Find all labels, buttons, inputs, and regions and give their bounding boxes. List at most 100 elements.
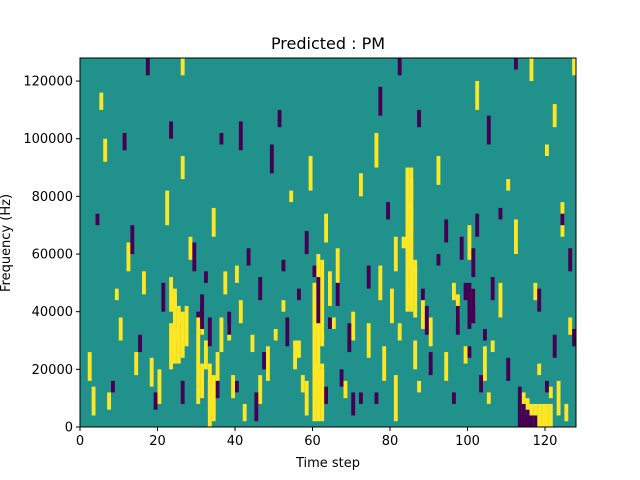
heatmap-band-high — [316, 363, 321, 422]
heatmap-cell-low — [95, 213, 100, 226]
heatmap-band-high — [548, 403, 553, 427]
heatmap-cell-low — [444, 219, 449, 243]
heatmap-cell-high — [436, 156, 441, 185]
heatmap-cell-high — [548, 386, 553, 399]
heatmap-cell-high — [335, 248, 340, 283]
heatmap-cell-low — [498, 207, 503, 220]
heatmap-cell-high — [452, 282, 456, 301]
heatmap-cell-low — [328, 317, 332, 329]
heatmap-cell-low — [335, 282, 340, 306]
x-tick-label: 80 — [382, 434, 399, 449]
heatmap-cell-high — [483, 346, 487, 381]
heatmap-cell-high — [169, 277, 174, 312]
heatmap-cell-low — [517, 386, 522, 416]
heatmap-cell-low — [339, 369, 344, 387]
heatmap-cell-high — [444, 352, 449, 381]
heatmap-cell-low — [560, 213, 565, 226]
heatmap-cell-high — [273, 328, 278, 341]
heatmap-cell-high — [537, 363, 542, 376]
heatmap-cell-high — [87, 352, 92, 381]
heatmap-cell-high — [204, 340, 208, 370]
heatmap-band-high — [320, 363, 325, 422]
y-tick-label: 0 — [65, 421, 73, 436]
heatmap-cell-high — [196, 386, 201, 404]
heatmap-cell-high — [390, 288, 394, 324]
heatmap-band-high — [393, 375, 398, 422]
heatmap-cell-low — [138, 334, 143, 353]
heatmap-cell-low — [153, 392, 158, 410]
heatmap-cell-low — [180, 380, 185, 404]
heatmap-cell-high — [238, 300, 243, 324]
heatmap-cell-low — [545, 380, 549, 393]
heatmap-band-high — [409, 254, 414, 312]
heatmap-cell-high — [215, 352, 220, 381]
heatmap-cell-high — [328, 271, 332, 306]
heatmap-band-high — [413, 259, 418, 318]
heatmap-cell-low — [111, 380, 115, 393]
heatmap-cell-low — [262, 352, 267, 370]
x-tick-label: 100 — [455, 434, 480, 449]
heatmap-band-high — [320, 259, 325, 341]
heatmap-cell-high — [165, 190, 170, 226]
heatmap-cell-high — [114, 288, 119, 301]
x-tick-label: 20 — [149, 434, 166, 449]
heatmap-band-low — [467, 282, 472, 329]
heatmap-cell-low — [572, 328, 577, 347]
plot-frame — [79, 57, 577, 428]
y-tick-label: 80000 — [32, 190, 73, 205]
x-axis: 0 20 40 60 80 100 120 — [76, 427, 557, 449]
x-tick-label: 40 — [227, 434, 244, 449]
heatmap-cell-high — [103, 138, 108, 162]
heatmap-cell-high — [223, 271, 228, 295]
heatmap-cell-low — [467, 346, 472, 358]
heatmap-cell-high — [91, 386, 96, 416]
heatmap-cell-high — [107, 392, 112, 410]
heatmap-band-high — [176, 305, 181, 353]
heatmap-cell-low — [297, 288, 301, 301]
heatmap-cell-high — [374, 132, 379, 168]
heatmap-band-low — [517, 415, 522, 427]
heatmap-cell-low — [424, 305, 429, 335]
heatmap-cell-high — [564, 403, 569, 422]
heatmap-cell-low — [219, 132, 224, 145]
heatmap-band-high — [211, 375, 216, 422]
heatmap-cell-low — [285, 317, 290, 347]
heatmap-cell-high — [498, 282, 503, 318]
heatmap-cell-high — [382, 346, 387, 381]
heatmap-cell-high — [231, 375, 236, 399]
heatmap-cell-high — [568, 317, 573, 335]
x-tick-label: 0 — [76, 434, 84, 449]
y-tick-label: 120000 — [23, 75, 73, 90]
heatmap-cell-high — [413, 340, 418, 370]
heatmap-cell-low — [169, 121, 174, 139]
heatmap-cell-high — [157, 369, 162, 404]
heatmap-band-high — [545, 403, 549, 427]
heatmap-cell-low — [436, 254, 441, 266]
heatmap-cell-low — [428, 352, 433, 376]
heatmap-band-high — [180, 311, 185, 358]
heatmap-cell-low — [204, 271, 208, 283]
heatmap-cell-low — [359, 392, 363, 404]
heatmap-cell-low — [192, 242, 197, 272]
heatmap-cell-high — [421, 294, 425, 329]
heatmap-cell-low — [455, 305, 460, 335]
heatmap-band-low — [521, 415, 526, 427]
heatmap-cell-low — [459, 236, 464, 260]
heatmap-cell-high — [300, 375, 305, 393]
heatmap-cell-high — [258, 375, 263, 404]
heatmap-cell-high — [176, 352, 181, 364]
heatmap-cell-high — [211, 207, 216, 237]
y-axis: 0 20000 40000 60000 80000 100000 120000 — [23, 75, 80, 436]
heatmap-cell-low — [122, 132, 127, 151]
heatmap-band-high — [200, 363, 205, 399]
heatmap-cell-high — [184, 328, 189, 347]
heatmap-cell-high — [149, 357, 154, 387]
heatmap-cell-high — [184, 305, 189, 329]
heatmap-cell-high — [188, 236, 193, 260]
heatmap-cell-high — [467, 225, 472, 260]
heatmap-band-high — [196, 317, 201, 387]
x-axis-label: Time step — [295, 456, 360, 471]
heatmap-cell-high — [397, 323, 402, 341]
heatmap-cell-high — [545, 144, 549, 157]
heatmap-cell-high — [393, 236, 398, 272]
